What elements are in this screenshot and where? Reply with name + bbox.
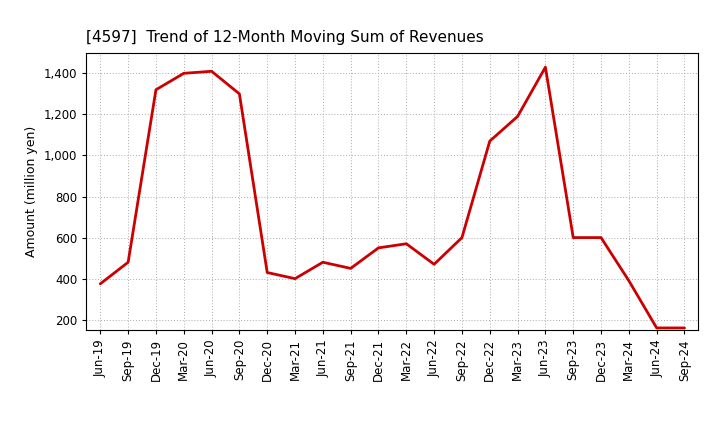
Y-axis label: Amount (million yen): Amount (million yen)	[25, 126, 38, 257]
Text: [4597]  Trend of 12-Month Moving Sum of Revenues: [4597] Trend of 12-Month Moving Sum of R…	[86, 29, 484, 45]
